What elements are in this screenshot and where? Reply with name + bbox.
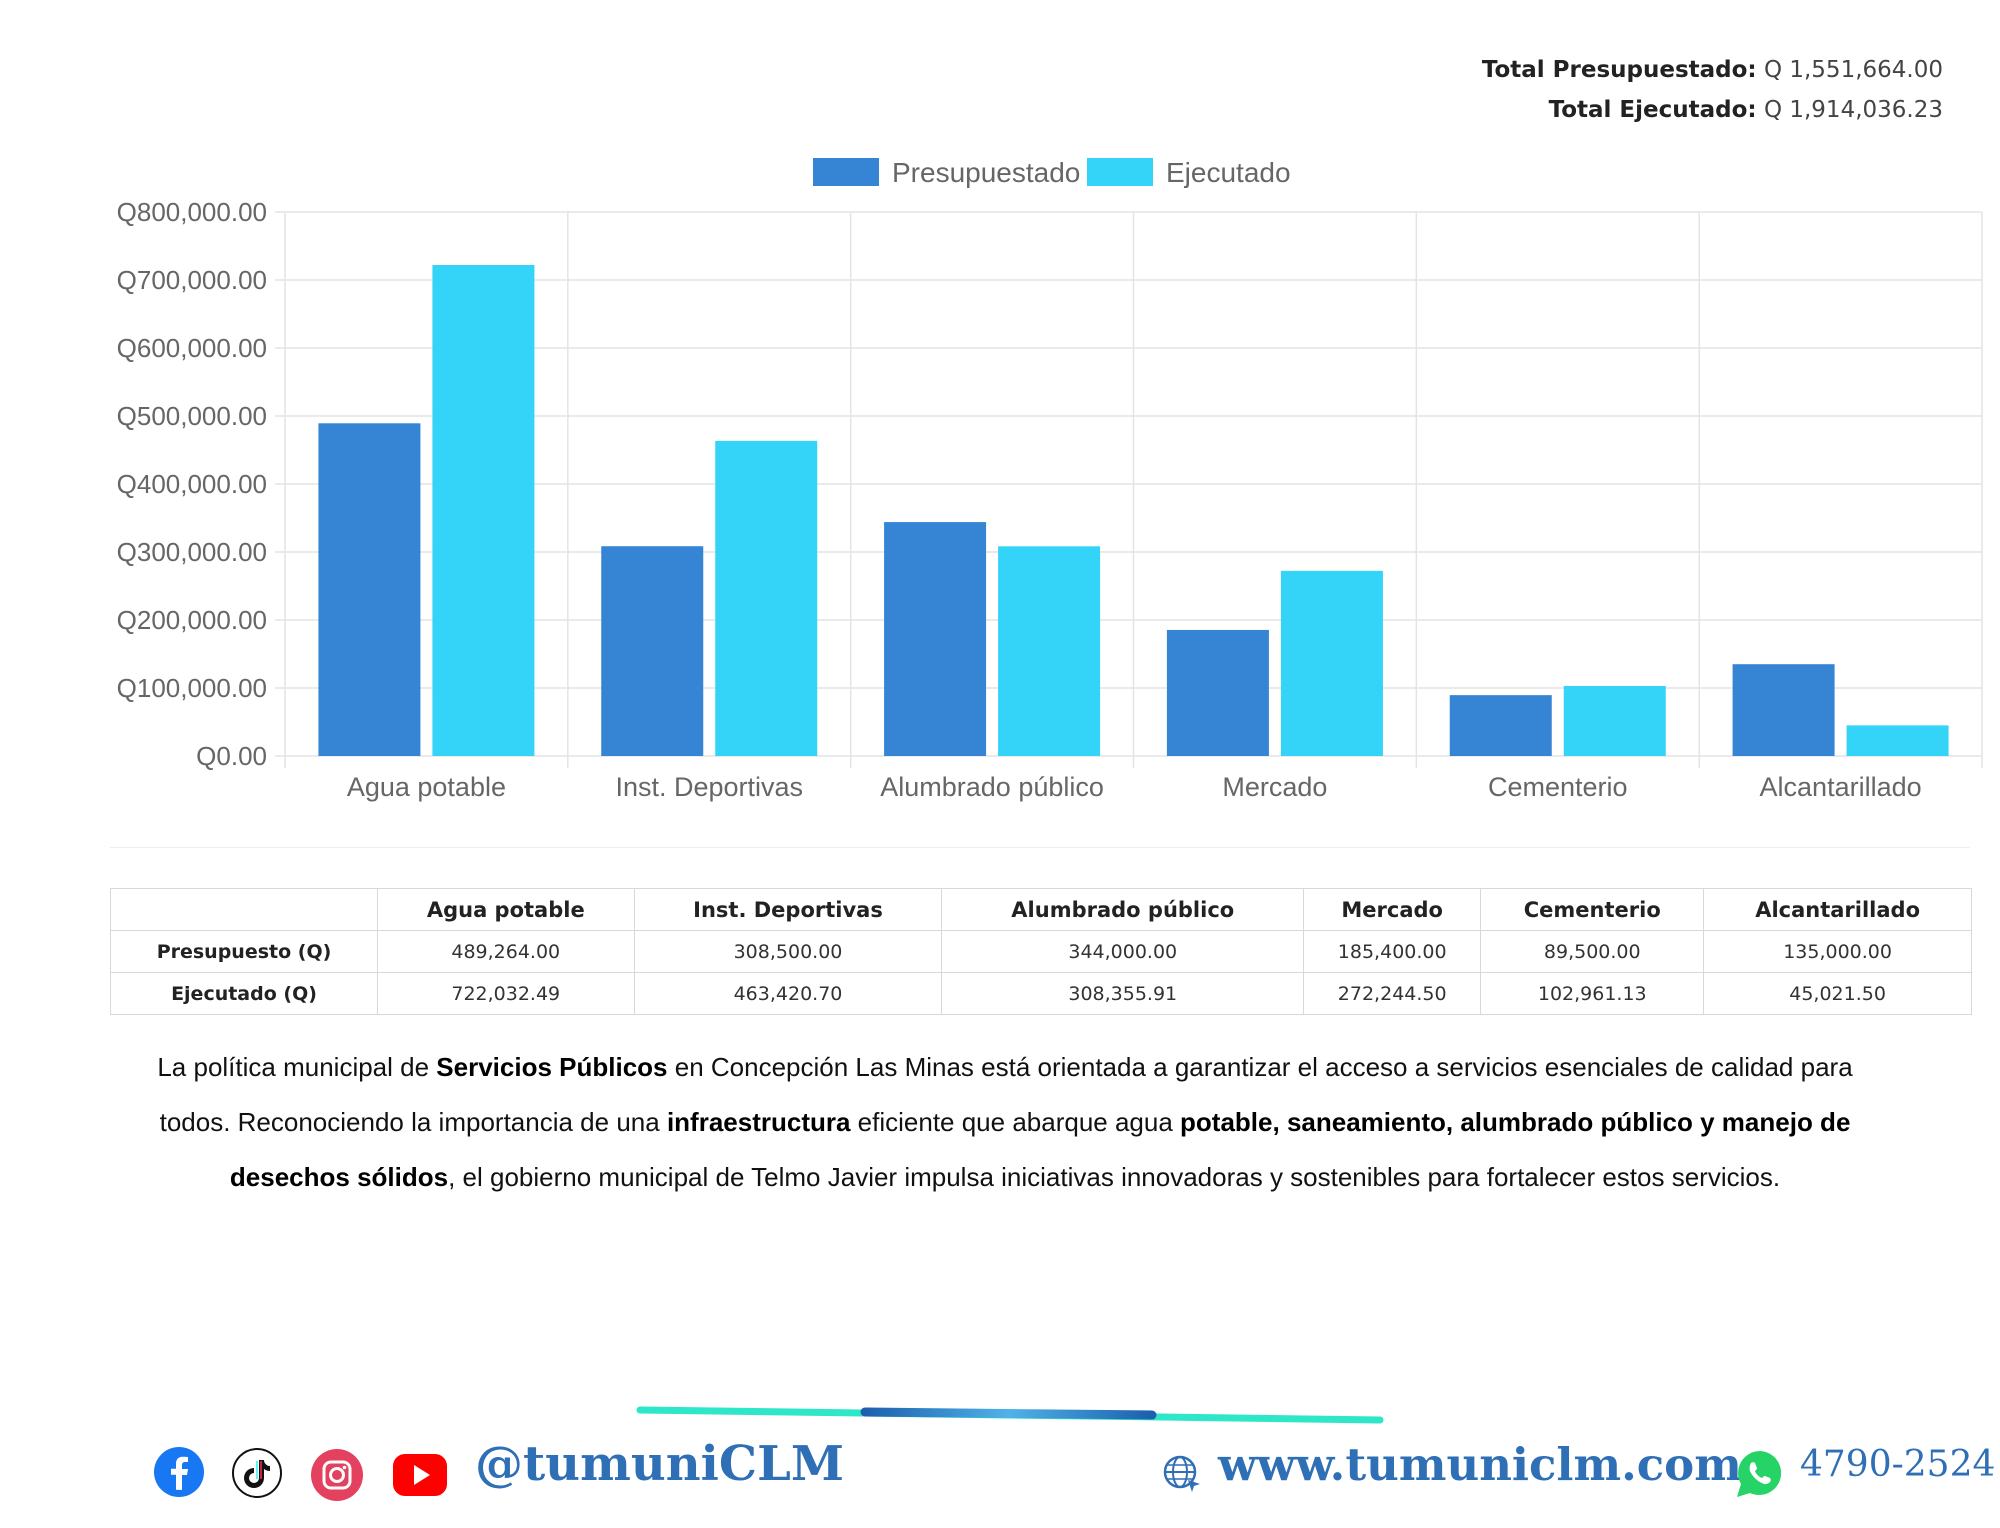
table-cell: 135,000.00: [1703, 930, 1972, 973]
paragraph-text-2: en Concepción Las Minas está orientada a…: [159, 1052, 1853, 1137]
legend-label: Presupuestado: [892, 157, 1080, 188]
y-tick-label: Q700,000.00: [117, 265, 267, 295]
bar-presupuestado: [318, 423, 421, 756]
bar-ejecutado: [715, 440, 818, 756]
legend-swatch: [1087, 158, 1153, 186]
instagram-icon[interactable]: [310, 1448, 364, 1502]
total-budget-value: Q 1,551,664.00: [1763, 57, 1943, 83]
table-row: Ejecutado (Q) 722,032.49 463,420.70 308,355…: [110, 972, 1972, 1015]
table-header-cell: Cementerio: [1480, 888, 1705, 931]
bar-ejecutado: [432, 265, 535, 756]
social-handle[interactable]: @tumuniCLM: [475, 1436, 844, 1492]
policy-paragraph: La política municipal de Servicios Públi…: [140, 1040, 1870, 1205]
y-tick-label: Q500,000.00: [117, 401, 267, 431]
bar-presupuestado: [1166, 629, 1269, 756]
bar-ejecutado: [1280, 570, 1383, 756]
table-cell: 344,000.00: [941, 930, 1305, 973]
bar-presupuestado: [1449, 695, 1552, 756]
section-divider: [110, 847, 1970, 848]
bar-ejecutado: [998, 546, 1101, 756]
whatsapp-icon[interactable]: [1735, 1448, 1785, 1500]
table-header-cell: Agua potable: [377, 888, 635, 931]
paragraph-text-1: La política municipal de: [157, 1052, 437, 1082]
table-header-cell: [110, 888, 378, 931]
x-tick-label: Agua potable: [347, 772, 506, 802]
bar-ejecutado: [1563, 685, 1666, 756]
bar-ejecutado: [1846, 725, 1949, 756]
tiktok-icon[interactable]: [232, 1448, 282, 1498]
paragraph-bold-2: infraestructura: [666, 1107, 851, 1137]
bar-presupuestado: [601, 546, 704, 756]
website-link[interactable]: www.tumuniclm.com: [1218, 1438, 1742, 1491]
x-tick-label: Alumbrado público: [880, 772, 1104, 802]
paragraph-bold-3: potable, saneamiento, alumbrado público …: [229, 1107, 1851, 1192]
table-cell: 185,400.00: [1303, 930, 1482, 973]
total-budget: Total Presupuestado: Q 1,551,664.00: [1482, 50, 1943, 90]
table-cell: 308,500.00: [633, 930, 943, 973]
table-cell: 102,961.13: [1480, 972, 1705, 1015]
table-cell: 308,355.91: [941, 972, 1305, 1015]
total-budget-label: Total Presupuestado:: [1481, 57, 1757, 83]
total-executed: Total Ejecutado: Q 1,914,036.23: [1482, 90, 1943, 130]
table-cell: 722,032.49: [377, 972, 635, 1015]
y-tick-label: Q300,000.00: [117, 537, 267, 567]
x-tick-label: Cementerio: [1488, 772, 1628, 802]
table-cell: 463,420.70: [633, 972, 943, 1015]
bar-presupuestado: [1732, 664, 1835, 756]
paragraph-text-4: , el gobierno municipal de Telmo Javier …: [448, 1162, 1781, 1192]
legend-swatch: [813, 158, 879, 186]
facebook-icon[interactable]: [153, 1446, 205, 1498]
y-tick-label: Q400,000.00: [117, 469, 267, 499]
y-tick-label: Q600,000.00: [117, 333, 267, 363]
x-tick-label: Alcantarillado: [1760, 772, 1922, 802]
paragraph-bold-1: Servicios Públicos: [436, 1052, 668, 1082]
table-cell: 489,264.00: [377, 930, 635, 973]
table-cell: 89,500.00: [1480, 930, 1705, 973]
totals-block: Total Presupuestado: Q 1,551,664.00 Tota…: [1482, 50, 1943, 130]
table-row-label: Ejecutado (Q): [110, 972, 378, 1015]
table-cell: 272,244.50: [1303, 972, 1482, 1015]
globe-icon: [1163, 1455, 1200, 1492]
table-row: Presupuesto (Q) 489,264.00 308,500.00 344,0…: [110, 930, 1972, 973]
total-executed-value: Q 1,914,036.23: [1763, 97, 1943, 123]
bar-presupuestado: [884, 522, 987, 756]
table-row-label: Presupuesto (Q): [110, 930, 378, 973]
y-tick-label: Q0.00: [196, 741, 267, 771]
total-executed-label: Total Ejecutado:: [1548, 97, 1757, 123]
legend-label: Ejecutado: [1166, 157, 1291, 188]
bar-chart: Q0.00 Q100,000.00 Q200,000.00 Q300,000.00 Q4…: [117, 157, 1983, 802]
y-tick-label: Q800,000.00: [117, 197, 267, 227]
paragraph-text-3: eficiente que abarque agua: [850, 1107, 1181, 1137]
x-tick-label: Mercado: [1222, 772, 1327, 802]
x-tick-label: Inst. Deportivas: [615, 772, 803, 802]
data-table: Agua potable Inst. Deportivas Alumbrado pú…: [110, 888, 1972, 1015]
y-tick-label: Q100,000.00: [117, 673, 267, 703]
table-cell: 45,021.50: [1703, 972, 1972, 1015]
phone-number[interactable]: 4790-2524: [1800, 1444, 1996, 1485]
y-tick-label: Q200,000.00: [117, 605, 267, 635]
youtube-icon[interactable]: [392, 1450, 448, 1500]
